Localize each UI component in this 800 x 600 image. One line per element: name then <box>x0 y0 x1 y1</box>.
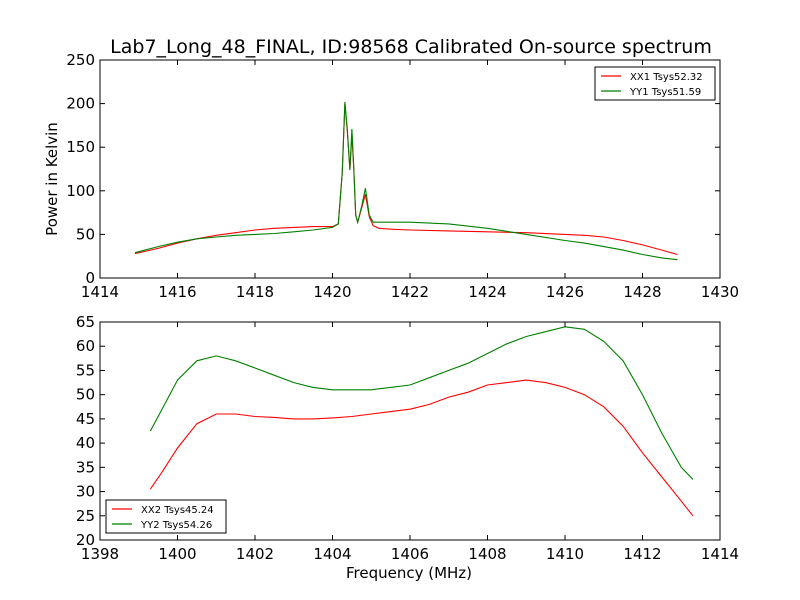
y-tick-label: 55 <box>76 361 95 379</box>
x-tick-label: 1416 <box>158 283 196 301</box>
y-tick-label: 100 <box>66 182 95 200</box>
legend: XX2 Tsys45.24 YY2 Tsys54.26 <box>105 499 227 534</box>
series-line-yy2 <box>149 326 694 480</box>
y-tick-label: 200 <box>66 95 95 113</box>
y-tick-label: 25 <box>76 507 95 525</box>
legend-box <box>105 499 227 534</box>
x-tick-label: 1406 <box>391 545 429 563</box>
legend-box <box>594 66 716 101</box>
x-tick-label: 1414 <box>701 545 739 563</box>
y-tick-label: 250 <box>66 51 95 69</box>
chart-title: Lab7_Long_48_FINAL, ID:98568 Calibrated … <box>110 36 712 58</box>
y-tick-label: 65 <box>76 313 95 331</box>
y-tick-label: 0 <box>85 269 95 287</box>
x-tick-label: 1424 <box>468 283 506 301</box>
legend-label: YY1 Tsys51.59 <box>629 87 701 98</box>
y-tick-label: 45 <box>76 410 95 428</box>
y-tick-label: 50 <box>76 225 95 243</box>
y-tick-label: 60 <box>76 337 95 355</box>
x-tick-label: 1418 <box>236 283 274 301</box>
x-tick-label: 1402 <box>236 545 274 563</box>
x-tick-label: 1428 <box>623 283 661 301</box>
x-tick-label: 1430 <box>701 283 739 301</box>
legend-label: XX1 Tsys52.32 <box>630 72 703 83</box>
y-tick-label: 40 <box>76 434 95 452</box>
x-tick-label: 1422 <box>391 283 429 301</box>
y-tick-label: 50 <box>76 386 95 404</box>
legend-label: XX2 Tsys45.24 <box>141 505 214 516</box>
x-tick-label: 1414 <box>81 283 119 301</box>
x-tick-label: 1426 <box>546 283 584 301</box>
x-tick-label: 1400 <box>158 545 196 563</box>
y-axis-label: Power in Kelvin <box>43 122 61 236</box>
series-line-yy1 <box>134 101 678 261</box>
x-tick-label: 1398 <box>81 545 119 563</box>
x-tick-label: 1412 <box>623 545 661 563</box>
y-tick-label: 20 <box>76 531 95 549</box>
y-tick-label: 35 <box>76 458 95 476</box>
y-tick-label: 30 <box>76 483 95 501</box>
chart-panel-2: 1398 1400 1402 1404 1406 1408 1410 1412 1414 20 25… <box>76 313 739 582</box>
x-tick-label: 1420 <box>313 283 351 301</box>
y-tick-label: 150 <box>66 138 95 156</box>
x-tick-label: 1408 <box>468 545 506 563</box>
x-axis-label: Frequency (MHz) <box>346 564 472 582</box>
chart-panel-1: 1414 1416 1418 1420 1422 1424 1426 1428 1430 0 50 1… <box>43 51 739 301</box>
legend: XX1 Tsys52.32 YY1 Tsys51.59 <box>594 66 716 101</box>
x-tick-label: 1410 <box>546 545 584 563</box>
legend-label: YY2 Tsys54.26 <box>140 520 212 531</box>
x-tick-label: 1404 <box>313 545 351 563</box>
series-line-xx2 <box>149 379 694 517</box>
